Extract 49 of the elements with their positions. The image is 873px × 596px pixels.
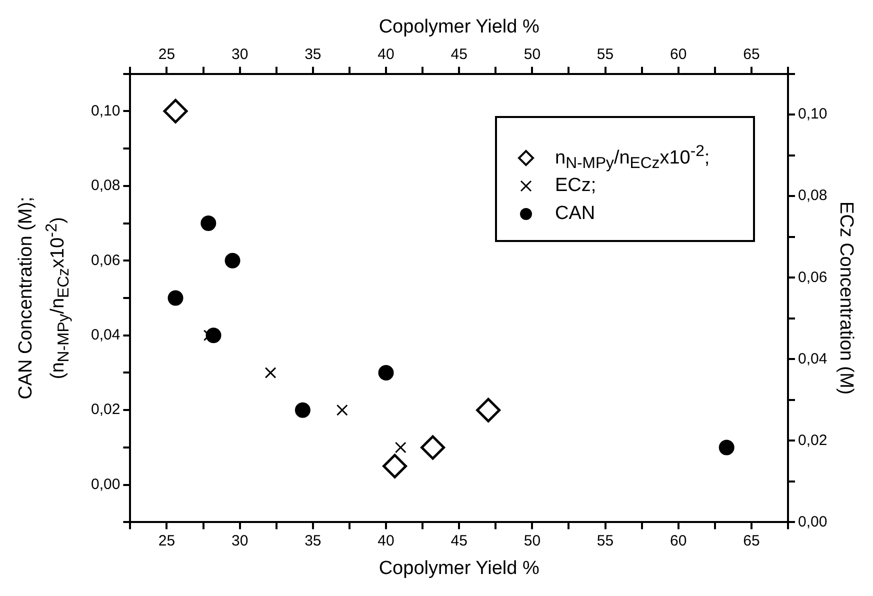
y-tick-label: 0,04: [90, 326, 120, 344]
x2-tick-label: 45: [450, 46, 468, 63]
x-tick-label: 60: [670, 532, 687, 550]
x-axis-title: Copolymer Yield %: [378, 558, 540, 579]
y2-tick-label: 0,04: [798, 350, 828, 368]
point: [378, 364, 394, 380]
x2-tick-label: 50: [524, 46, 541, 63]
x-tick-label: 45: [450, 532, 468, 550]
x2-tick-label: 55: [596, 46, 614, 63]
y-tick-label: 0,08: [90, 177, 120, 194]
point: [294, 402, 310, 418]
y-tick-label: 0,10: [90, 102, 120, 120]
y-tick-label: 0,06: [90, 252, 120, 269]
x2-tick-label: 65: [743, 46, 760, 63]
y2-tick-label: 0,02: [798, 432, 828, 449]
x2-tick-label: 40: [378, 46, 394, 63]
y-tick-label: 0,00: [90, 476, 120, 493]
point: [420, 435, 446, 460]
point: [394, 442, 406, 454]
point: [224, 252, 240, 268]
x-tick-label: 40: [378, 532, 394, 550]
y-tick-label: 0,02: [90, 401, 120, 418]
y2-axis-title: ECz Concentration (M): [835, 201, 856, 395]
legend-label: CAN: [555, 203, 596, 225]
y2-tick-label: 0,06: [798, 268, 828, 286]
point: [163, 98, 188, 124]
x-tick-label: 55: [596, 532, 614, 550]
x2-tick-label: 30: [231, 46, 248, 63]
x2-tick-label: 35: [304, 46, 322, 63]
x2-tick-label: 60: [670, 46, 687, 63]
x2-axis-title: Copolymer Yield %: [378, 16, 540, 38]
x-tick-label: 25: [158, 532, 176, 550]
y2-tick-label: 0,10: [798, 106, 828, 123]
y2-tick-label: 0,00: [798, 513, 828, 530]
x-tick-label: 65: [743, 532, 760, 550]
point: [476, 398, 501, 422]
point: [168, 290, 184, 306]
point: [718, 440, 734, 456]
x-tick-label: 30: [231, 532, 248, 550]
point: [200, 216, 216, 232]
x-tick-label: 50: [524, 532, 541, 550]
point: [264, 367, 276, 378]
y2-tick-label: 0,08: [798, 187, 828, 204]
x-tick-label: 35: [304, 532, 322, 550]
legend-label: ECz;: [555, 175, 596, 197]
legend-label: n$_{N-MPy}$/n$_{ECz}$x10$^{-2}$;: [555, 142, 710, 174]
point: [382, 454, 408, 478]
point: [336, 404, 348, 416]
x2-tick-label: 25: [158, 46, 176, 63]
